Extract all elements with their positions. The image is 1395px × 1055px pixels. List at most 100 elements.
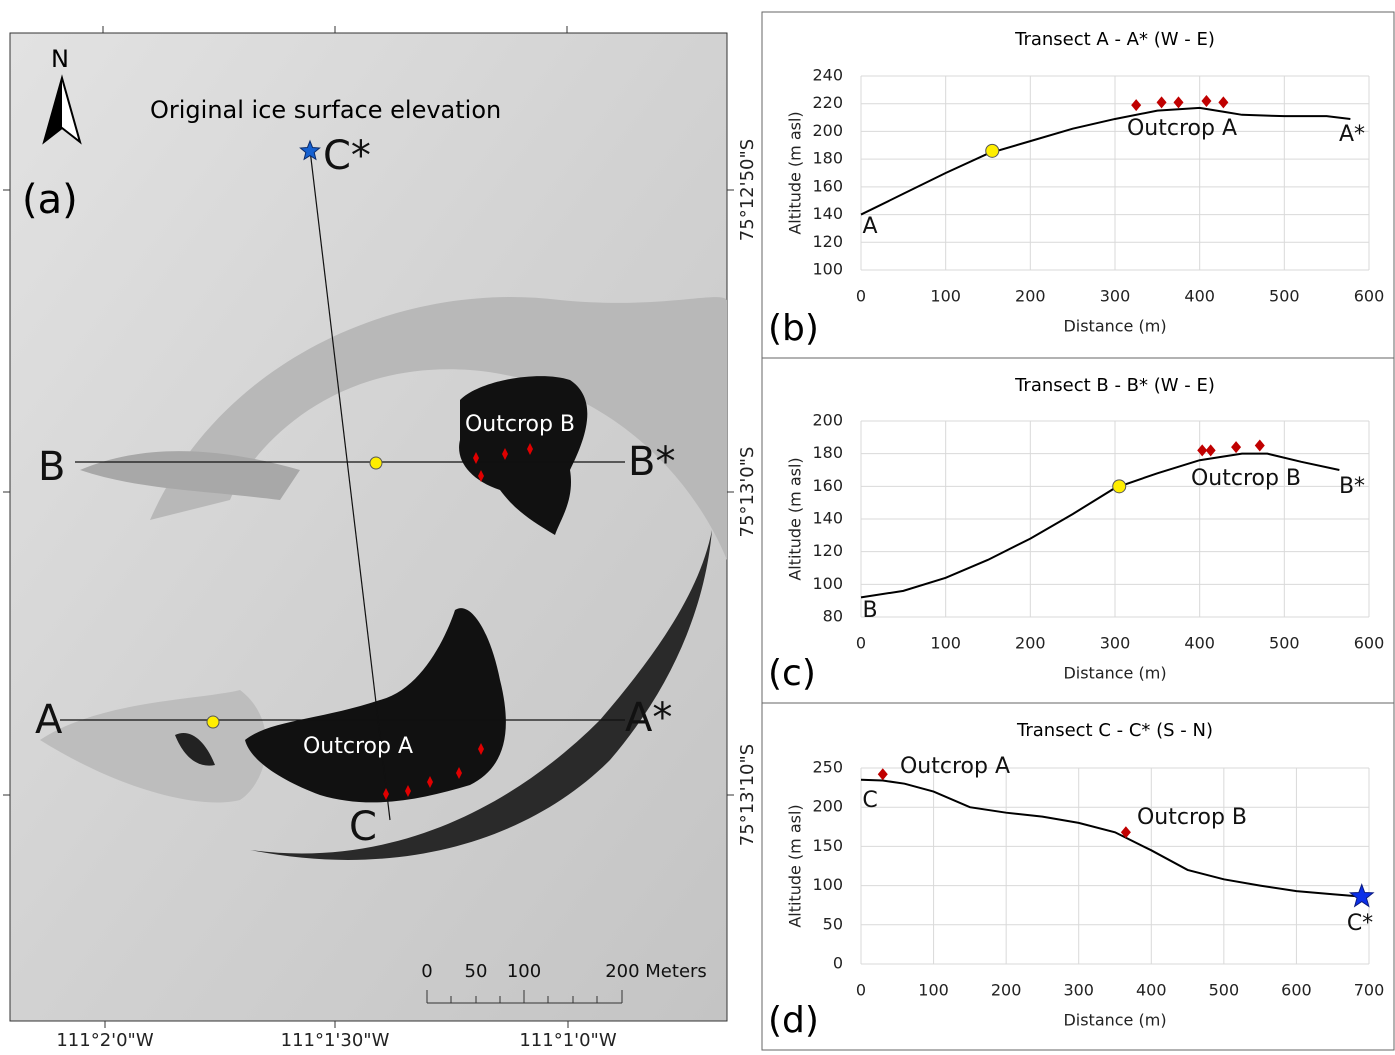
x-tick-label: 100 <box>918 981 949 1000</box>
panel-frame <box>761 11 1395 359</box>
transect-label: B <box>38 444 65 490</box>
transect-label: A <box>35 697 63 743</box>
x-tick-label: 100 <box>930 634 961 653</box>
scale-label: 0 <box>421 961 432 982</box>
annotation: Outcrop B <box>1191 466 1301 491</box>
profile-line <box>860 778 1362 898</box>
marker <box>1197 444 1208 457</box>
longitude-label: 111°1'30"W <box>281 1030 390 1051</box>
panel-label: (c) <box>768 653 816 694</box>
y-axis-label: Altitude (m asl) <box>786 111 805 234</box>
y-tick-label: 200 <box>812 121 843 140</box>
y-tick-label: 200 <box>812 797 843 816</box>
x-tick-label: 300 <box>1100 287 1131 306</box>
x-tick-label: 400 <box>1136 981 1167 1000</box>
y-tick-label: 140 <box>812 204 843 223</box>
annotation: C* <box>1347 911 1373 936</box>
y-tick-label: 250 <box>812 758 843 777</box>
y-tick-label: 50 <box>823 914 843 933</box>
x-tick-label: 600 <box>1281 981 1312 1000</box>
marker <box>985 143 1000 158</box>
map-title: Original ice surface elevation <box>150 96 501 124</box>
longitude-label: 111°1'0"W <box>519 1030 616 1051</box>
y-tick-label: 140 <box>812 509 843 528</box>
sample-point <box>369 456 383 470</box>
longitude-label: 111°2'0"W <box>56 1030 153 1051</box>
annotation: Outcrop A <box>900 754 1010 779</box>
transect-label: B* <box>628 439 675 485</box>
x-tick-label: 400 <box>1184 634 1215 653</box>
x-tick-label: 200 <box>991 981 1022 1000</box>
x-tick-label: 500 <box>1269 287 1300 306</box>
y-tick-label: 150 <box>812 836 843 855</box>
outcrop-b-shape <box>459 376 588 535</box>
x-tick-label: 400 <box>1184 287 1215 306</box>
y-axis-label: Altitude (m asl) <box>786 457 805 580</box>
y-tick-label: 180 <box>812 149 843 168</box>
marker <box>1348 883 1375 908</box>
scale-label: 100 <box>507 961 541 982</box>
transect-c <box>309 149 391 821</box>
transect-label: C <box>349 804 377 850</box>
y-tick-label: 100 <box>812 875 843 894</box>
ridge <box>80 451 300 500</box>
marker <box>1205 444 1216 457</box>
x-tick-label: 200 <box>1015 634 1046 653</box>
latitude-label: 75°12'50"S <box>737 139 758 241</box>
y-tick-label: 100 <box>812 574 843 593</box>
y-tick-label: 120 <box>812 232 843 251</box>
x-tick-label: 600 <box>1354 634 1385 653</box>
x-tick-label: 0 <box>856 981 866 1000</box>
panel-label: (b) <box>768 308 819 349</box>
marker <box>1218 96 1229 109</box>
latitude-label: 75°13'0"S <box>737 447 758 538</box>
scale-bar <box>426 990 623 1004</box>
x-axis-label: Distance (m) <box>1063 1011 1166 1030</box>
y-tick-label: 100 <box>812 260 843 279</box>
y-tick-label: 80 <box>823 607 843 626</box>
panel-frame <box>761 702 1395 1051</box>
panel-label: (d) <box>768 1000 819 1041</box>
x-tick-label: 500 <box>1269 634 1300 653</box>
marker <box>1120 826 1131 839</box>
scale-label: 200 Meters <box>605 961 707 982</box>
annotation: C <box>862 788 877 813</box>
chart-title: Transect C - C* (S - N) <box>1016 720 1213 741</box>
start-star <box>299 139 321 161</box>
outcrop-small <box>175 733 215 766</box>
x-axis-label: Distance (m) <box>1063 317 1166 336</box>
annotation: A* <box>1339 122 1365 147</box>
transect-label: C* <box>323 133 371 179</box>
y-axis-label: Altitude (m asl) <box>786 804 805 927</box>
y-tick-label: 240 <box>812 66 843 85</box>
x-tick-label: 300 <box>1100 634 1131 653</box>
y-tick-label: 200 <box>812 411 843 430</box>
x-tick-label: 600 <box>1354 287 1385 306</box>
transect-labels: C* B B* A A* C <box>35 133 675 850</box>
transect-label: A* <box>625 695 672 741</box>
profile-line <box>860 106 1351 216</box>
chart-title: Transect A - A* (W - E) <box>1014 29 1215 50</box>
north-label: N <box>51 45 69 73</box>
panel-label: (a) <box>22 177 78 223</box>
marker <box>1201 94 1212 107</box>
crater-rim <box>150 296 727 560</box>
marker <box>1112 479 1127 494</box>
marker <box>1131 99 1142 112</box>
y-tick-label: 160 <box>812 176 843 195</box>
x-axis-label: Distance (m) <box>1063 664 1166 683</box>
x-tick-label: 100 <box>930 287 961 306</box>
map-ticks <box>3 26 734 1028</box>
sample-point <box>206 715 220 729</box>
y-tick-label: 160 <box>812 476 843 495</box>
outcrop-label: Outcrop A <box>303 734 413 759</box>
x-tick-label: 0 <box>856 287 866 306</box>
map-frame <box>9 32 728 1022</box>
x-tick-label: 0 <box>856 634 866 653</box>
marker <box>1156 96 1167 109</box>
x-tick-label: 200 <box>1015 287 1046 306</box>
outcrop-a-shape <box>245 608 506 803</box>
y-tick-label: 180 <box>812 443 843 462</box>
